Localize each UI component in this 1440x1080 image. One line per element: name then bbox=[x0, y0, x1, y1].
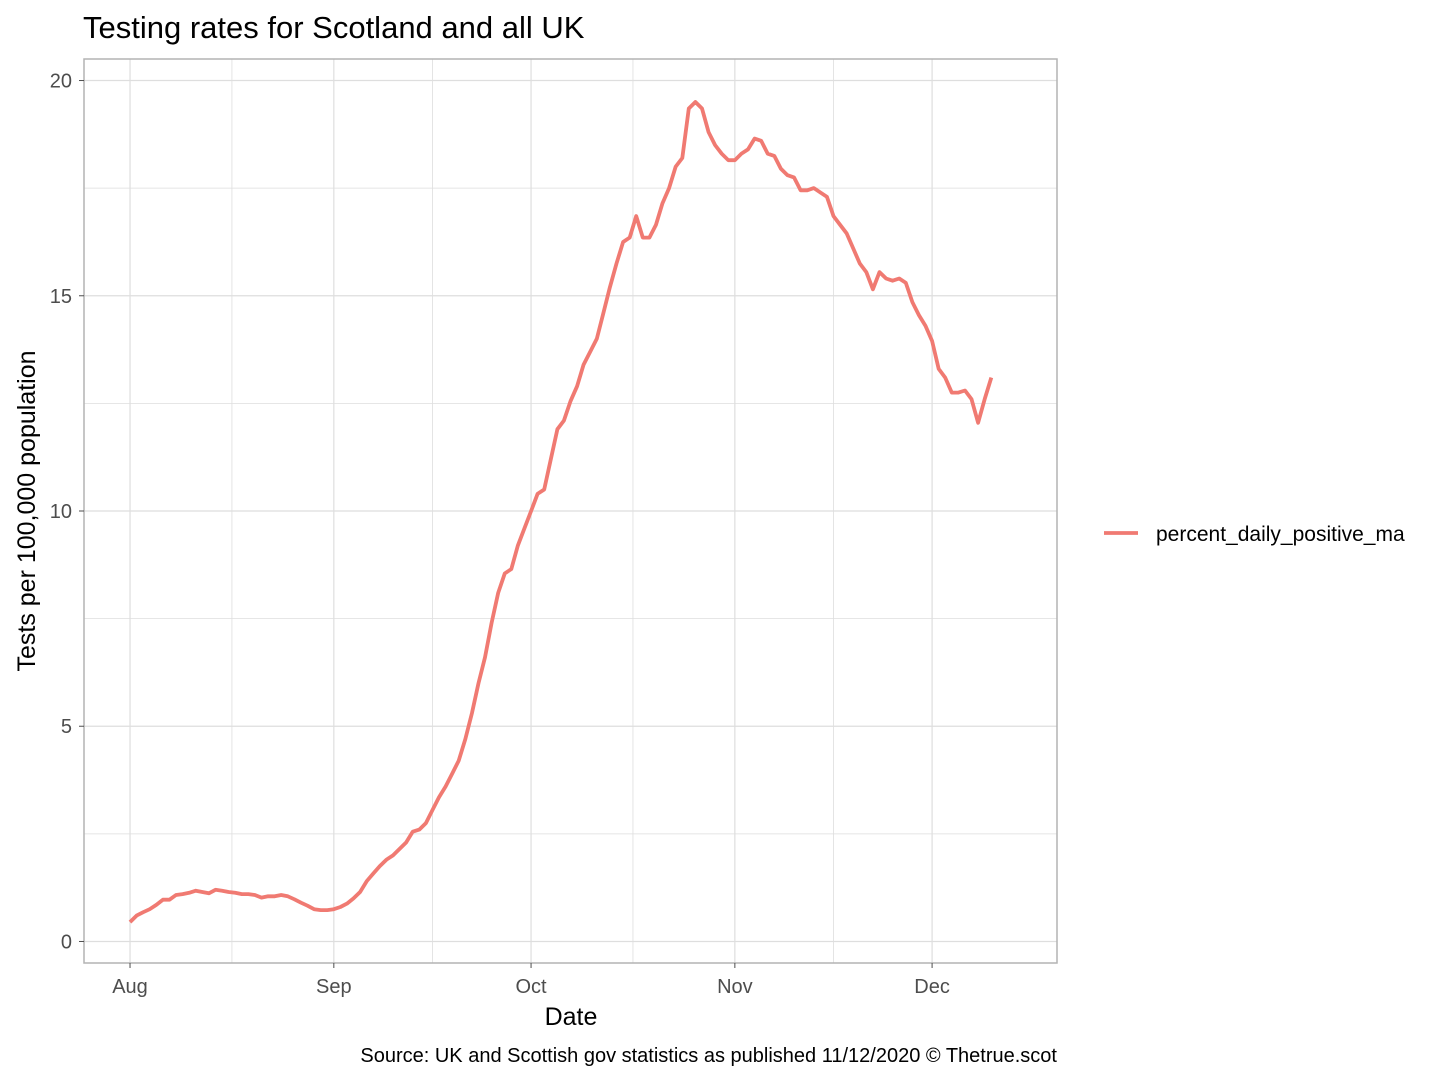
x-tick-label: Nov bbox=[717, 976, 753, 998]
y-axis-ticks: 0 5 10 15 20 bbox=[50, 71, 84, 953]
y-tick-label: 10 bbox=[50, 501, 72, 523]
chart-caption: Source: UK and Scottish gov statistics a… bbox=[360, 1045, 1057, 1067]
x-tick-label: Aug bbox=[112, 976, 148, 998]
chart-title: Testing rates for Scotland and all UK bbox=[83, 10, 585, 45]
x-axis-title: Date bbox=[545, 1003, 598, 1031]
grid-major bbox=[84, 59, 1057, 963]
x-tick-label: Sep bbox=[316, 976, 352, 998]
y-tick-label: 15 bbox=[50, 286, 72, 308]
legend: percent_daily_positive_ma bbox=[1104, 523, 1405, 546]
x-tick-label: Dec bbox=[914, 976, 950, 998]
series-layer bbox=[128, 100, 994, 924]
x-tick-label: Oct bbox=[515, 976, 547, 998]
x-axis-ticks: Aug Sep Oct Nov Dec bbox=[112, 963, 950, 998]
series-line-percent_daily_positive_ma bbox=[128, 100, 994, 924]
legend-label: percent_daily_positive_ma bbox=[1156, 523, 1405, 546]
y-tick-label: 5 bbox=[61, 716, 72, 738]
y-tick-label: 20 bbox=[50, 71, 72, 93]
y-tick-label: 0 bbox=[61, 931, 72, 953]
y-axis-title: Tests per 100,000 population bbox=[13, 350, 41, 671]
